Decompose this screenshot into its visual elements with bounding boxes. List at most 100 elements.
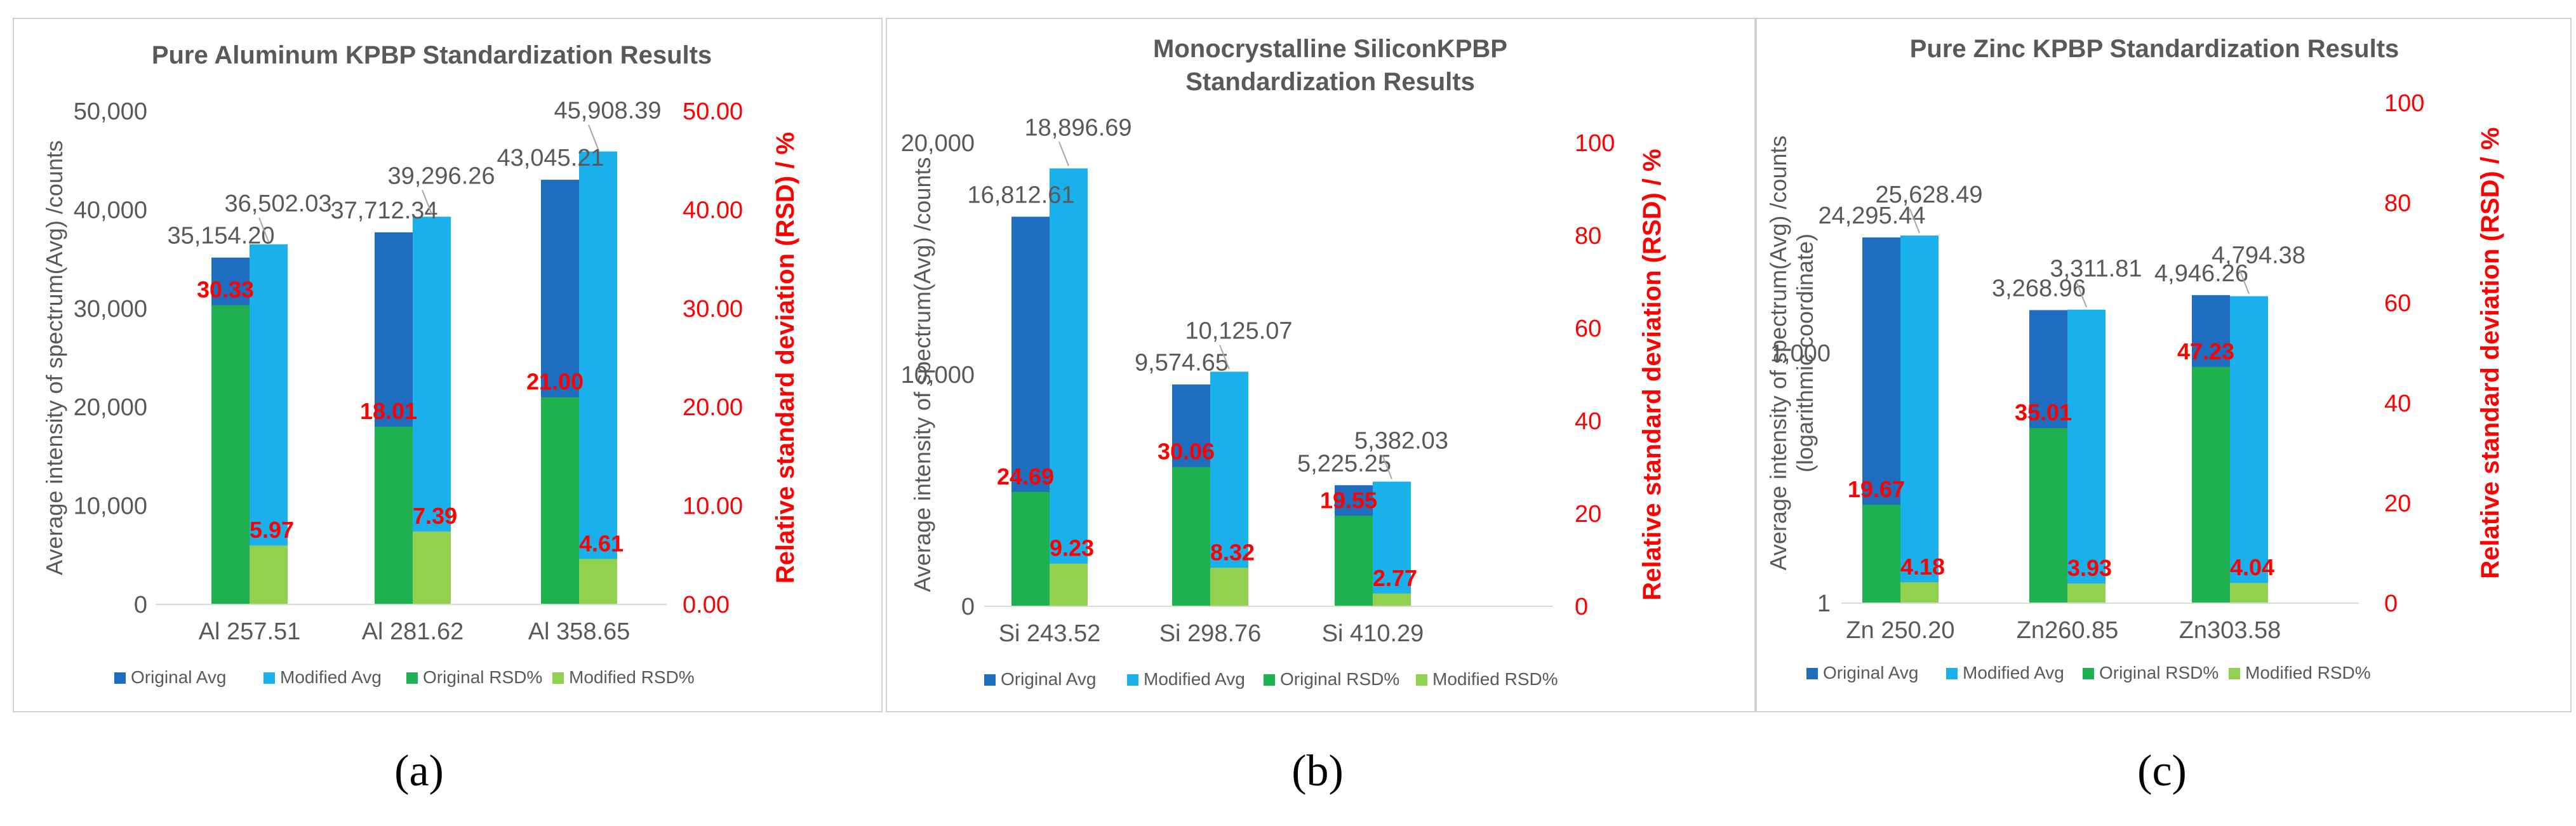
bar-modified-avg (579, 151, 617, 604)
data-label-leader-line (2076, 283, 2087, 308)
bar-modified-avg (1210, 371, 1248, 606)
data-label-leader-line (1382, 455, 1392, 479)
legend-swatch (1264, 674, 1275, 686)
y-tick-label: 50,000 (74, 98, 147, 125)
x-category-label: Al 281.62 (362, 618, 464, 645)
chart-svg-b: Monocrystalline SiliconKPBP Standardizati… (901, 35, 1666, 689)
legend-label: Modified RSD% (2245, 663, 2371, 683)
y2-tick-label: 100 (1575, 130, 1615, 157)
legend-swatch (1806, 668, 1818, 679)
legend-label: Modified Avg (280, 667, 382, 687)
data-label-original-avg: 4,946.26 (2154, 260, 2248, 287)
chart-title: Pure Aluminum KPBP Standardization Resul… (152, 41, 712, 69)
x-category-label: Zn 250.20 (1846, 617, 1954, 644)
data-label-leader-line (2239, 269, 2250, 294)
data-label-original-rsd: 30.33 (197, 277, 254, 303)
legend-swatch (1416, 674, 1427, 686)
data-label-modified-rsd: 7.39 (413, 503, 457, 529)
y-tick-label: 30,000 (74, 296, 147, 323)
chart-svg-c: Pure Zinc KPBP Standardization Results 1 1… (1765, 35, 2504, 683)
bar-modified-avg (250, 244, 288, 605)
y2-tick-label: 60 (1575, 316, 1601, 342)
y-tick-label: 20,000 (901, 130, 975, 157)
y2-axis-title: Relative standard deviation (RSD) / % (771, 132, 799, 583)
data-label-original-avg: 43,045.21 (497, 145, 604, 171)
y2-tick-label: 50.00 (683, 98, 743, 125)
panel-label-b: (b) (1291, 747, 1344, 796)
data-label-modified-avg: 39,296.26 (387, 163, 495, 189)
data-label-original-rsd: 24.69 (997, 463, 1054, 490)
data-label-modified-rsd: 3.93 (2067, 555, 2112, 581)
x-category-label: Si 243.52 (999, 620, 1101, 647)
bar-original-rsd (211, 305, 250, 604)
y2-tick-label: 80 (2384, 190, 2411, 217)
legend-label: Modified RSD% (569, 667, 695, 687)
x-category-label: Zn260.85 (2017, 617, 2119, 644)
bar-original-rsd (2192, 366, 2230, 603)
bar-modified-avg (1900, 235, 1939, 604)
bar-original-rsd (1011, 491, 1050, 606)
bar-modified-avg (1050, 168, 1088, 606)
legend-swatch (1946, 668, 1958, 679)
x-category-label: Al 358.65 (528, 618, 631, 645)
y2-tick-label: 0 (1575, 594, 1588, 620)
y2-tick-label: 20 (2384, 490, 2411, 517)
legend-label: Original RSD% (1280, 669, 1399, 689)
data-label-modified-avg: 5,382.03 (1354, 428, 1448, 455)
data-label-original-avg: 16,812.61 (967, 182, 1074, 208)
x-category-label: Al 257.51 (199, 618, 301, 645)
x-category-label: Si 298.76 (1159, 620, 1262, 647)
data-label-modified-avg: 18,896.69 (1024, 114, 1131, 141)
bar-modified-rsd (1373, 593, 1411, 606)
bar-modified-rsd (2230, 583, 2268, 603)
bar-modified-rsd (413, 531, 451, 604)
data-label-original-avg: 9,574.65 (1135, 350, 1229, 376)
data-label-original-avg: 35,154.20 (167, 223, 274, 250)
y2-tick-label: 80 (1575, 223, 1601, 250)
legend-label: Original Avg (1823, 663, 1918, 683)
data-label-leader-line (1909, 208, 1920, 234)
bar-original-rsd (1172, 467, 1210, 606)
y-axis-title-line1: Average intensity of spectrum(Avg) /coun… (1765, 135, 1791, 570)
y2-tick-label: 10.00 (683, 493, 743, 520)
legend-swatch (2229, 668, 2240, 679)
data-label-modified-rsd: 9.23 (1050, 535, 1094, 561)
y2-tick-label: 100 (2384, 90, 2424, 117)
y2-tick-label: 0.00 (683, 592, 730, 618)
bar-original-rsd (375, 427, 413, 604)
data-label-leader-line (422, 189, 432, 215)
data-label-original-rsd: 30.06 (1158, 439, 1215, 465)
legend-swatch (552, 672, 564, 684)
y-tick-label: 1 (1817, 590, 1831, 617)
data-label-leader-line (1219, 345, 1230, 370)
legend-swatch (1127, 674, 1138, 686)
chart-title: Pure Zinc KPBP Standardization Results (1910, 35, 2399, 63)
data-label-modified-rsd: 2.77 (1373, 565, 1417, 591)
bar-original-rsd (541, 397, 579, 604)
y2-axis-title: Relative standard deviation (RSD) / % (2476, 127, 2504, 578)
legend-label: Original RSD% (423, 667, 542, 687)
data-label-modified-rsd: 4.61 (579, 530, 624, 556)
y-tick-label: 0 (134, 592, 147, 618)
legend-label: Modified Avg (1963, 663, 2064, 683)
bar-original-rsd (2029, 428, 2067, 603)
data-label-original-rsd: 19.67 (1848, 476, 1905, 502)
legend-label: Original Avg (131, 667, 226, 687)
y2-tick-label: 40.00 (683, 197, 743, 223)
legend-swatch (406, 672, 418, 684)
y2-tick-label: 20.00 (683, 394, 743, 421)
y2-tick-label: 40 (2384, 390, 2411, 417)
y2-tick-label: 40 (1575, 408, 1601, 435)
legend-label: Original Avg (1001, 669, 1096, 689)
data-label-original-rsd: 19.55 (1320, 487, 1377, 513)
data-label-original-avg: 5,225.25 (1297, 450, 1391, 477)
data-label-leader-line (1058, 141, 1069, 166)
data-label-modified-rsd: 5.97 (250, 517, 294, 543)
bar-modified-rsd (1210, 568, 1248, 606)
y2-tick-label: 0 (2384, 590, 2398, 617)
y-axis-title: Average intensity of spectrum(Avg) /coun… (909, 157, 935, 592)
data-label-original-rsd: 47.23 (2177, 338, 2234, 364)
data-label-modified-avg: 4,794.38 (2212, 243, 2306, 269)
chart-title-line1: Monocrystalline SiliconKPBP (1153, 35, 1507, 63)
bar-modified-avg (2230, 296, 2268, 603)
